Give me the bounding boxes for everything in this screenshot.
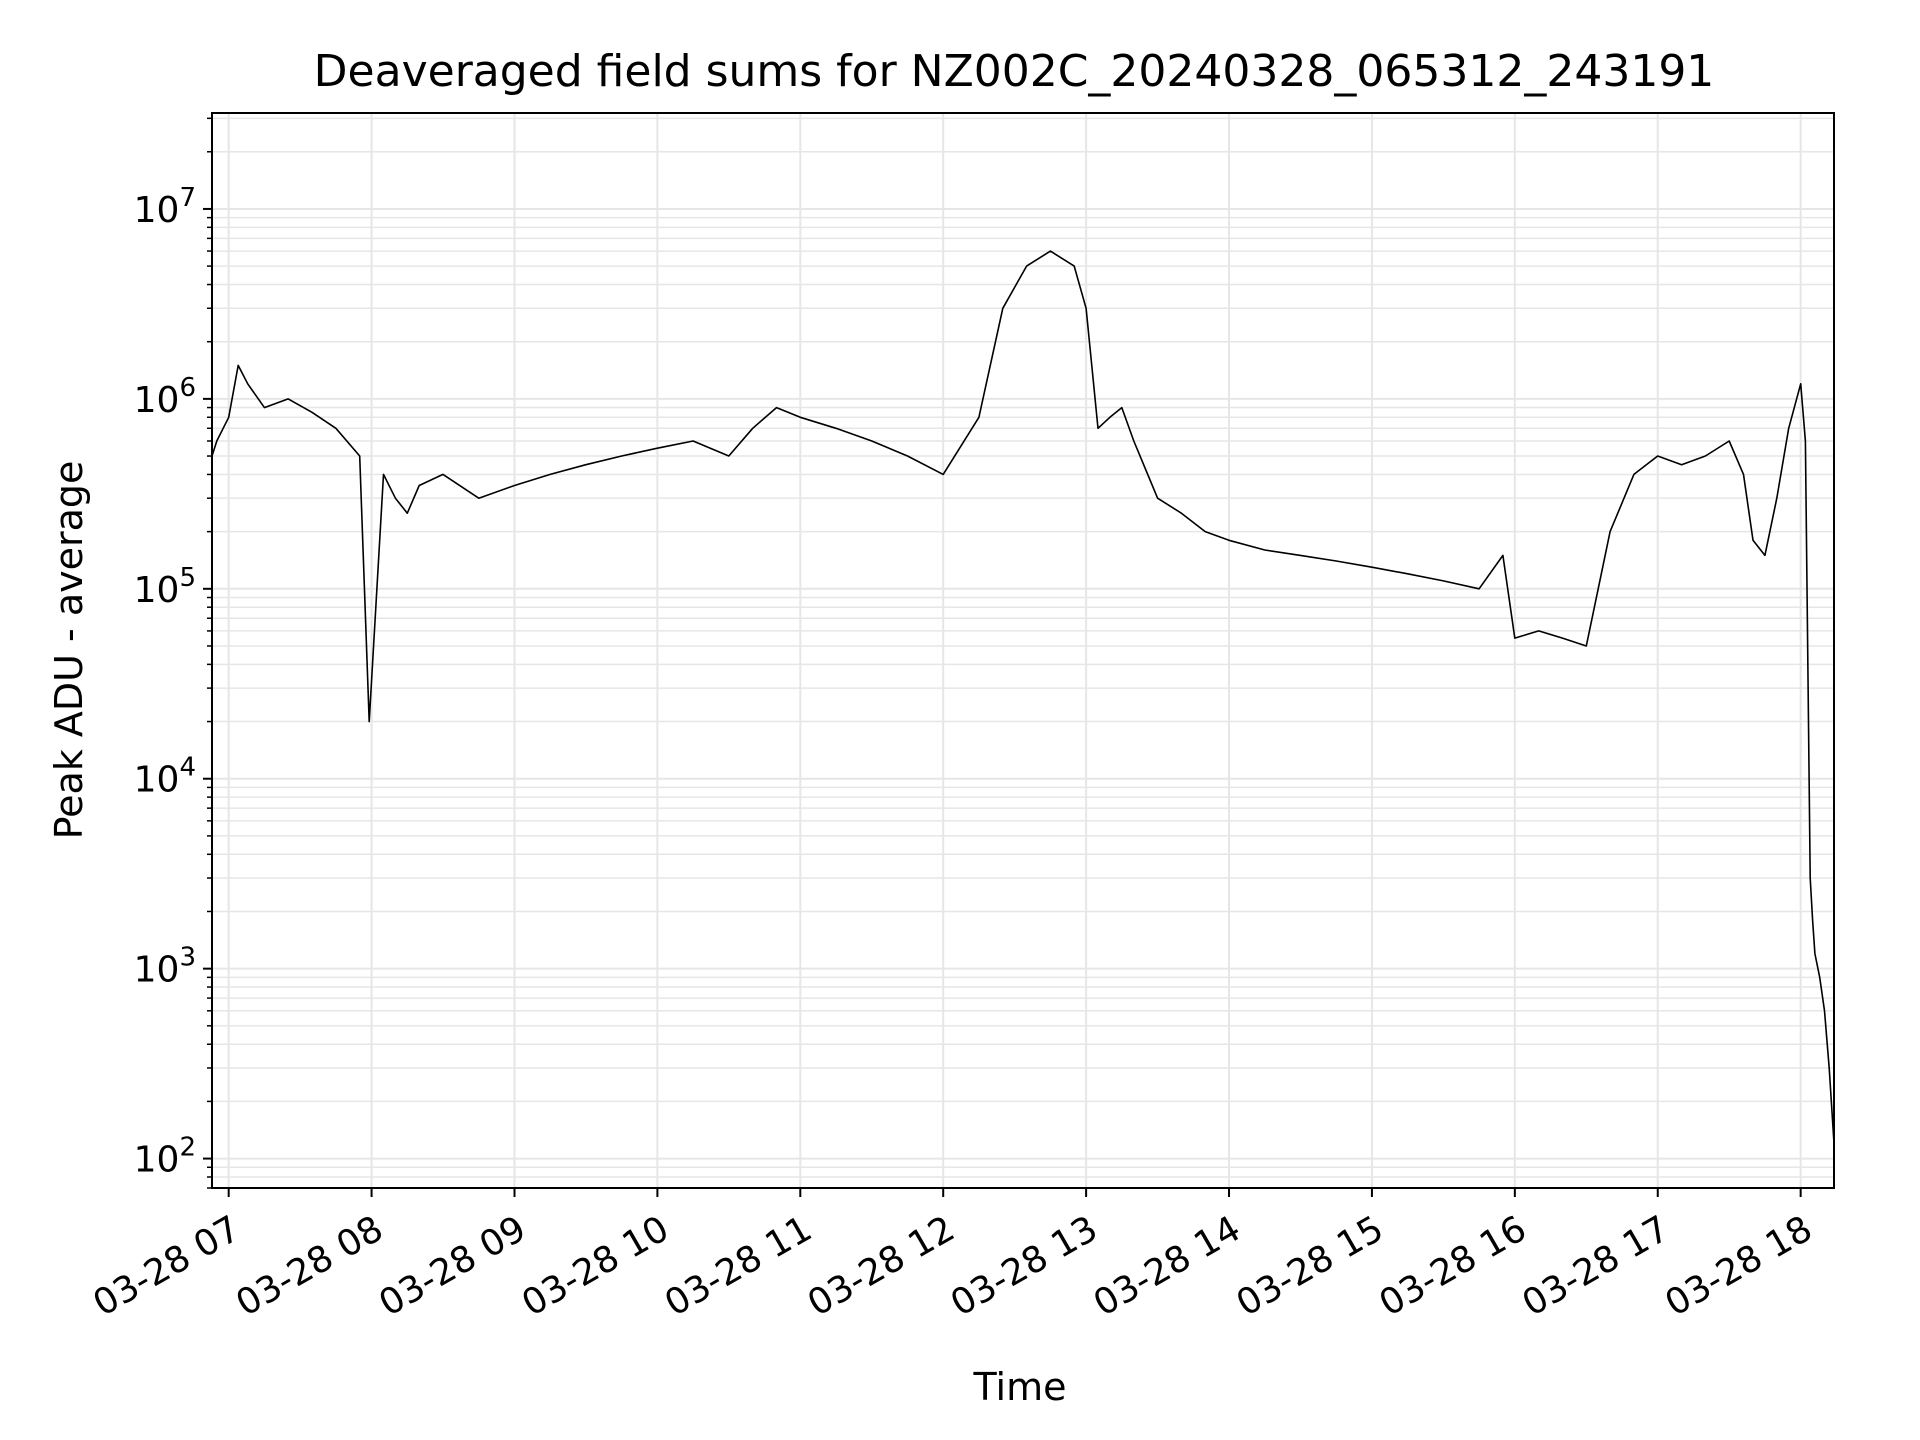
y-tick-label: 105	[134, 563, 196, 611]
y-axis-label: Peak ADU - average	[47, 461, 91, 840]
series-layer	[211, 250, 1835, 1144]
y-tick-label: 102	[134, 1133, 196, 1181]
plot-frame	[211, 112, 1835, 1189]
y-tick-label: 106	[134, 373, 196, 421]
grid	[212, 113, 1834, 1189]
y-axis: 102 103 104 105 106 107	[134, 117, 212, 1189]
y-tick-label: 104	[134, 753, 196, 801]
y-tick-label: 103	[134, 943, 196, 991]
series-line	[211, 250, 1835, 1144]
chart-title: Deaveraged field sums for NZ002C_2024032…	[314, 46, 1715, 97]
y-tick-label: 107	[134, 183, 196, 231]
x-axis-label: Time	[973, 1365, 1067, 1409]
